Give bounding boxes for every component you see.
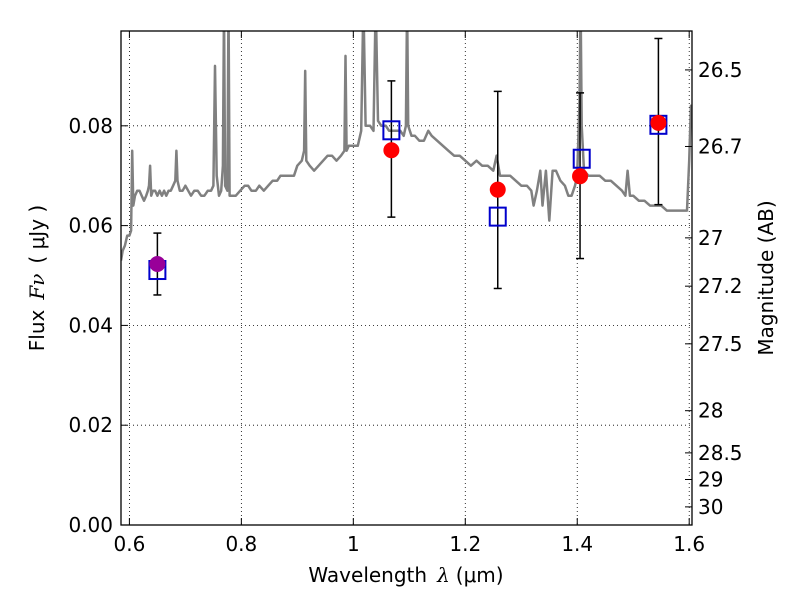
x-tick-label: 1.4 [561, 532, 593, 556]
y-tick-label: 0.02 [68, 413, 113, 437]
y-axis-label: Flux [25, 309, 49, 351]
model-square-marker [382, 120, 401, 141]
y-tick-label: 0.04 [68, 313, 113, 337]
x-tick-label: 1 [347, 532, 360, 556]
x-axis-title: Wavelength λ (μm) [308, 563, 503, 587]
mag-tick-label: 27.5 [698, 332, 743, 356]
mag-tick-label: 30 [698, 495, 723, 519]
observed-point-marker [572, 168, 589, 185]
mag-tick-label: 28.5 [698, 441, 743, 465]
observed-point-marker [149, 256, 166, 273]
x-tick-label: 0.8 [225, 532, 257, 556]
mag-tick-label: 26.7 [698, 134, 743, 158]
y-axis-unit: ( μJy ) [25, 205, 49, 264]
x-tick-label: 1.2 [449, 532, 481, 556]
x-axis-label: Wavelength [308, 563, 427, 587]
y-tick-label: 0.00 [68, 513, 113, 537]
observed-point-marker [489, 181, 506, 198]
x-axis-unit: (μm) [456, 563, 504, 587]
axis-ticks: 0.6 0.8 1 1.2 1.4 1.6 0.00 0.02 0.04 0.06 0.08 26.5… [68, 31, 743, 556]
mag-tick-label: 26.5 [698, 58, 743, 82]
mag-tick-label: 28 [698, 399, 723, 423]
x-tick-label: 1.6 [673, 532, 705, 556]
model-square-marker [572, 148, 591, 169]
y-axis-symbol: Fν [25, 274, 49, 301]
mag-tick-label: 27 [698, 226, 723, 250]
y-tick-label: 0.06 [68, 214, 113, 238]
observed-point-marker [383, 142, 400, 159]
mag-tick-label: 29 [698, 467, 723, 491]
mag-tick-label: 27.2 [698, 274, 743, 298]
x-tick-label: 0.6 [113, 532, 145, 556]
y-tick-label: 0.08 [68, 114, 113, 138]
y-axis-title: Flux Fν ( μJy ) [25, 205, 49, 351]
y2-axis-title: Magnitude (AB) [754, 200, 778, 355]
data-points-layer [148, 37, 668, 296]
model-square-marker [488, 206, 507, 227]
observed-point-marker [650, 114, 667, 131]
x-axis-symbol: λ [436, 563, 450, 587]
plot-frame [120, 30, 693, 526]
